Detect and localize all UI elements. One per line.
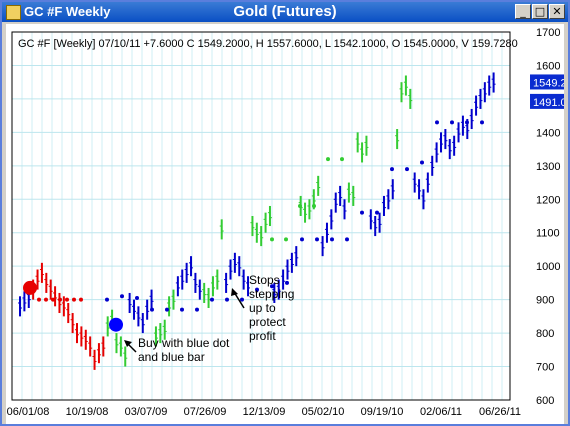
trailing-stop-dot (420, 160, 424, 165)
trailing-stop-dot (298, 203, 302, 208)
trailing-stop-dot (120, 294, 124, 299)
trailing-stop-dot (180, 307, 184, 312)
trailing-stop-dot (285, 280, 289, 285)
maximize-icon: □ (534, 5, 546, 18)
y-tick-label: 900 (536, 295, 554, 307)
trailing-stop-dot (165, 307, 169, 312)
minimize-icon: _ (520, 5, 526, 18)
x-tick-label: 07/26/09 (184, 406, 227, 418)
trailing-stop-dot (37, 297, 41, 302)
x-tick-label: 12/13/09 (243, 406, 286, 418)
x-tick-label: 06/26/11 (479, 406, 521, 418)
trailing-stop-dot (450, 120, 454, 125)
stops-annotation-text: up to (249, 301, 276, 315)
y-tick-label: 1700 (536, 27, 560, 39)
trailing-stop-dot (345, 237, 349, 242)
sell-signal-marker (23, 280, 37, 295)
chart-plot-area[interactable]: 6007008009001000110012001300140015001600… (6, 24, 564, 424)
close-icon: ✕ (552, 5, 562, 18)
trailing-stop-dot (270, 237, 274, 242)
x-tick-label: 02/06/11 (420, 406, 462, 418)
window-title: GC #F Weekly (24, 4, 111, 19)
y-tick-label: 1300 (536, 161, 560, 173)
y-tick-label: 1600 (536, 60, 560, 72)
title-bar[interactable]: GC #F Weekly Gold (Futures) _ □ ✕ (2, 2, 568, 22)
stops-annotation-text: protect (249, 315, 286, 329)
y-tick-label: 1100 (536, 228, 560, 240)
trailing-stop-dot (105, 297, 109, 302)
trailing-stop-dot (44, 297, 48, 302)
trailing-stop-dot (240, 297, 244, 302)
buy-annotation-arrowhead (124, 340, 132, 347)
trailing-stop-dot (480, 120, 484, 125)
x-tick-label: 09/19/10 (361, 406, 404, 418)
trailing-stop-dot (135, 295, 139, 300)
trailing-stop-dot (435, 120, 439, 125)
ohlc-info-line: GC #F [Weekly] 07/10/11 +7.6000 C 1549.2… (18, 38, 518, 50)
trailing-stop-dot (225, 297, 229, 302)
trailing-stop-dot (270, 284, 274, 289)
buy-signal-marker (109, 317, 123, 332)
y-tick-label: 1000 (536, 261, 560, 273)
x-tick-label: 03/07/09 (125, 406, 168, 418)
price-chart-svg[interactable]: 6007008009001000110012001300140015001600… (6, 24, 564, 424)
trailing-stop-dot (300, 237, 304, 242)
trailing-stop-dot (315, 237, 319, 242)
x-tick-label: 10/19/08 (66, 406, 109, 418)
trailing-stop-dot (255, 287, 259, 292)
trailing-stop-dot (210, 297, 214, 302)
y-tick-label: 800 (536, 328, 554, 340)
price-label-box (530, 74, 564, 90)
buy-annotation-text: and blue bar (138, 350, 205, 364)
stops-annotation-text: stepping (249, 287, 294, 301)
trailing-stop-dot (330, 237, 334, 242)
trailing-stop-dot (150, 307, 154, 312)
y-tick-label: 1400 (536, 127, 560, 139)
trailing-stop-dot (340, 157, 344, 162)
trailing-stop-dot (65, 297, 69, 302)
minimize-button[interactable]: _ (515, 4, 531, 19)
stops-annotation-text: profit (249, 329, 276, 343)
trailing-stop-dot (284, 237, 288, 242)
plot-frame (11, 31, 511, 401)
trailing-stop-dot (390, 167, 394, 172)
trailing-stop-dot (405, 167, 409, 172)
trailing-stop-dot (72, 297, 76, 302)
trailing-stop-dot (326, 157, 330, 162)
trailing-stop-dot (79, 297, 83, 302)
maximize-button[interactable]: □ (532, 4, 548, 19)
close-button[interactable]: ✕ (549, 4, 565, 19)
chart-app-icon[interactable] (6, 5, 21, 20)
y-tick-label: 1200 (536, 194, 560, 206)
trailing-stop-dot (312, 203, 316, 208)
price-label-text: 1549.20 (533, 77, 564, 89)
price-label-text: 1491.06 (533, 97, 564, 109)
trailing-stop-dot (195, 307, 199, 312)
y-tick-label: 600 (536, 395, 554, 407)
buy-annotation-text: Buy with blue dot (138, 336, 230, 350)
trailing-stop-dot (51, 297, 55, 302)
price-label-box (530, 93, 564, 109)
trailing-stop-dot (360, 210, 364, 215)
stops-annotation-text: Stops (249, 273, 280, 287)
trailing-stop-dot (375, 210, 379, 215)
trailing-stop-dot (465, 120, 469, 125)
trailing-stop-dot (58, 297, 62, 302)
stops-annotation-arrowhead (231, 288, 238, 296)
x-tick-label: 06/01/08 (7, 406, 50, 418)
y-tick-label: 700 (536, 362, 554, 374)
x-tick-label: 05/02/10 (302, 406, 345, 418)
